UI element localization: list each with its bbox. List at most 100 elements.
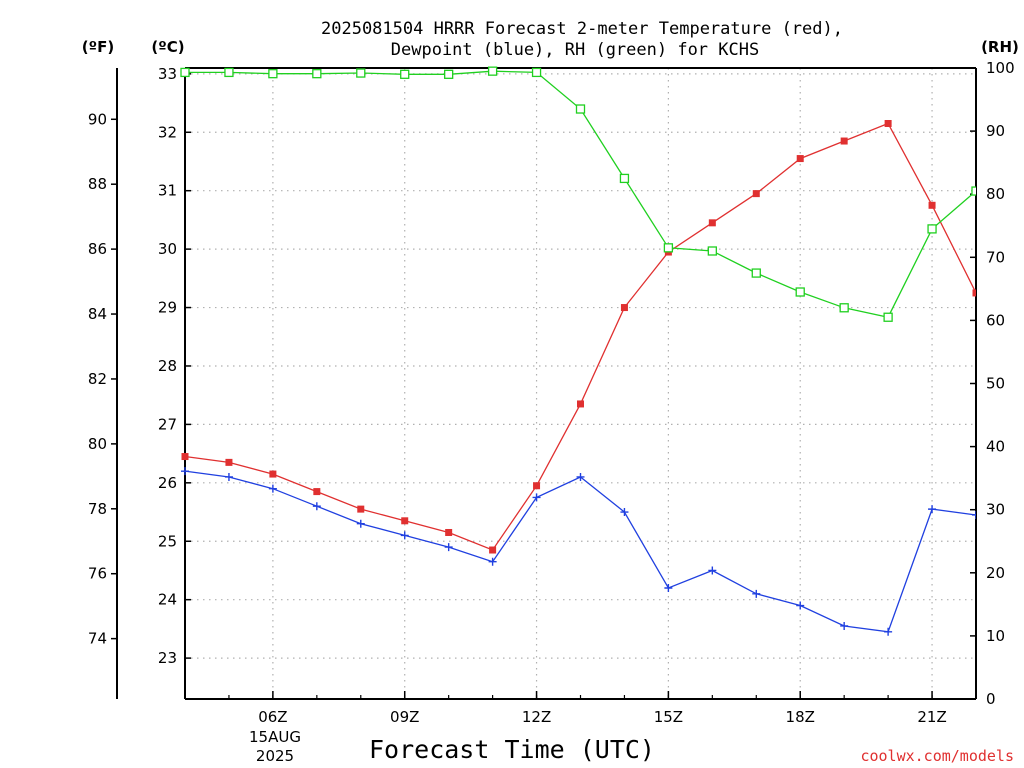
temperature-point [357, 505, 365, 513]
celsius-tick-label: 30 [158, 240, 177, 258]
temperature-point [181, 453, 189, 461]
temperature-point [577, 400, 584, 408]
tick-labels: 74 76 78 80 82 84 86 88 90 23 24 25 26 27 28 29 30 31 32 33… [88, 59, 1015, 726]
temperature-point [313, 488, 321, 496]
temperature-point [533, 482, 541, 490]
dewpoint-series-line [184, 470, 976, 633]
rh-point [883, 312, 893, 322]
celsius-tick-label: 28 [158, 357, 177, 375]
rh-point [531, 67, 542, 78]
temperature-point [884, 120, 892, 128]
celsius-tick-label: 27 [158, 415, 177, 433]
rh-point [400, 69, 410, 79]
rh-point [444, 69, 454, 79]
temperature-series-line [184, 122, 976, 551]
rh-tick-label: 20 [986, 564, 1005, 582]
dewpoint-point [444, 543, 453, 552]
rh-point [751, 268, 761, 278]
date-label-day: 15AUG [249, 728, 301, 746]
celsius-tick-label: 23 [158, 649, 177, 667]
fahrenheit-tick-label: 78 [88, 500, 107, 518]
rh-point [971, 186, 976, 196]
fahrenheit-tick-label: 84 [88, 305, 107, 323]
dewpoint-point [356, 519, 365, 528]
temperature-point [489, 546, 497, 554]
celsius-unit-label: (ºC) [151, 38, 184, 56]
celsius-tick-label: 31 [158, 182, 177, 200]
series-lines [180, 66, 976, 636]
rh-point [268, 69, 278, 79]
rh-tick-label: 70 [986, 248, 1005, 266]
dewpoint-point [796, 601, 805, 610]
dewpoint-point [532, 493, 541, 502]
dewpoint-point [181, 467, 189, 476]
x-tick-label: 21Z [917, 708, 946, 726]
date-label-year: 2025 [256, 747, 294, 765]
dewpoint-point [268, 484, 277, 493]
rh-tick-label: 90 [986, 122, 1005, 140]
rh-point [927, 224, 937, 234]
rh-point [356, 68, 366, 78]
celsius-tick-label: 26 [158, 474, 177, 492]
rh-point [619, 173, 630, 184]
rh-point [487, 66, 498, 76]
x-tick-label: 09Z [390, 708, 419, 726]
celsius-tick-label: 24 [158, 591, 177, 609]
rh-point [312, 69, 322, 79]
axes [111, 67, 977, 700]
temperature-point [752, 190, 760, 198]
credit-text: coolwx.com/models [860, 747, 1014, 765]
temperature-point [269, 470, 277, 478]
dewpoint-point [224, 472, 233, 481]
temperature-point [225, 458, 233, 466]
rh-point [180, 67, 190, 78]
rh-tick-label: 100 [986, 59, 1015, 77]
celsius-tick-label: 25 [158, 532, 177, 550]
fahrenheit-tick-label: 90 [88, 110, 107, 128]
temperature-point [445, 528, 453, 536]
rh-tick-label: 0 [986, 690, 996, 708]
dewpoint-point [840, 621, 849, 630]
temperature-point [708, 219, 716, 227]
temperature-point [972, 289, 976, 297]
x-tick-label: 12Z [522, 708, 551, 726]
rh-point [839, 303, 849, 313]
fahrenheit-tick-label: 76 [88, 565, 107, 583]
temperature-point [928, 201, 936, 209]
rh-point [663, 243, 674, 253]
celsius-tick-label: 33 [158, 65, 177, 83]
rh-unit-label: (RH) [981, 38, 1019, 56]
dewpoint-point [400, 531, 409, 540]
temperature-point [796, 155, 804, 163]
chart-title-line-1: 2025081504 HRRR Forecast 2-meter Tempera… [321, 19, 843, 39]
rh-tick-label: 60 [986, 311, 1005, 329]
rh-tick-label: 10 [986, 627, 1005, 645]
temperature-point [840, 137, 848, 145]
fahrenheit-tick-label: 86 [88, 240, 107, 258]
rh-tick-label: 40 [986, 438, 1005, 456]
rh-point [575, 104, 586, 114]
dewpoint-point [928, 505, 937, 514]
grid-lines [185, 68, 976, 699]
temperature-point [620, 304, 628, 312]
rh-tick-label: 80 [986, 185, 1005, 203]
fahrenheit-unit-label: (ºF) [82, 38, 114, 56]
temperature-point [401, 517, 409, 525]
dewpoint-point [884, 627, 893, 636]
x-tick-label: 15Z [654, 708, 683, 726]
dewpoint-point [488, 557, 497, 566]
fahrenheit-tick-label: 74 [88, 630, 107, 648]
rh-point [707, 246, 717, 256]
dewpoint-point [664, 583, 673, 592]
rh-point [795, 287, 805, 297]
dewpoint-point [312, 502, 321, 511]
celsius-tick-label: 32 [158, 123, 177, 141]
dewpoint-point [752, 589, 761, 598]
x-tick-label: 06Z [258, 708, 287, 726]
dewpoint-point [708, 566, 717, 575]
fahrenheit-tick-label: 82 [88, 370, 107, 388]
rh-tick-label: 50 [986, 375, 1005, 393]
chart-title-line-2: Dewpoint (blue), RH (green) for KCHS [391, 40, 759, 60]
fahrenheit-tick-label: 80 [88, 435, 107, 453]
